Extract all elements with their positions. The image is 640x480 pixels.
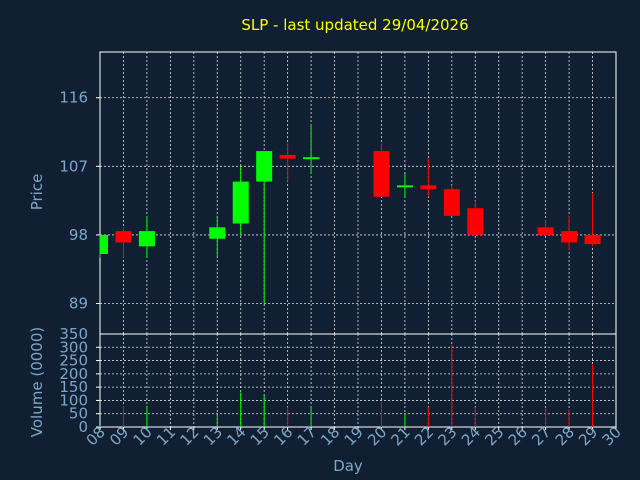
candle — [537, 219, 554, 235]
volume-tick-label: 350 — [59, 325, 88, 343]
volume-tick-label: 200 — [59, 365, 88, 383]
candle — [138, 215, 155, 258]
candle — [373, 143, 390, 197]
candle-body — [420, 185, 437, 190]
candle-body — [138, 231, 155, 247]
price-tick-label: 107 — [59, 157, 88, 175]
candle-body — [209, 227, 226, 239]
price-panel: 89 98 107 116 — [59, 51, 617, 335]
volume-axis-label: Volume (0000) — [28, 327, 46, 437]
volume-tick-label: 0 — [78, 418, 88, 436]
candle-body — [279, 154, 296, 159]
volume-tick-label: 100 — [59, 391, 88, 409]
candle-body — [396, 185, 413, 188]
candle — [584, 193, 601, 247]
candle-body — [467, 208, 484, 235]
candle-body — [443, 189, 460, 216]
candle-body — [584, 234, 601, 245]
candle — [256, 151, 273, 304]
candle-body — [303, 157, 320, 160]
candle — [303, 124, 320, 174]
candle — [396, 173, 413, 197]
candle — [467, 200, 484, 235]
volume-tick-label: 50 — [69, 405, 88, 423]
volume-panel: 0501001502002503003500809101112131415161… — [59, 325, 624, 449]
price-tick-label: 89 — [69, 295, 88, 313]
candle-body — [537, 227, 554, 235]
chart-title: SLP - last updated 29/04/2026 — [241, 16, 468, 34]
volume-tick-label: 150 — [59, 378, 88, 396]
candle — [209, 215, 226, 258]
price-axis-label: Price — [28, 174, 46, 211]
candle — [232, 166, 249, 235]
candle — [561, 215, 578, 251]
candle-body — [561, 231, 578, 243]
candle-body — [100, 234, 108, 254]
candle — [279, 143, 296, 182]
candle — [420, 158, 437, 197]
price-tick-label: 98 — [69, 226, 88, 244]
candle-body — [373, 151, 390, 197]
candle-body — [256, 151, 273, 182]
price-tick-label: 116 — [59, 89, 88, 107]
candle — [115, 227, 132, 258]
candle — [99, 234, 108, 258]
volume-tick-label: 300 — [59, 338, 88, 356]
candle-body — [115, 231, 132, 243]
day-axis-label: Day — [333, 457, 363, 475]
candle — [443, 185, 460, 216]
volume-tick-label: 250 — [59, 352, 88, 370]
candle-body — [232, 181, 249, 224]
